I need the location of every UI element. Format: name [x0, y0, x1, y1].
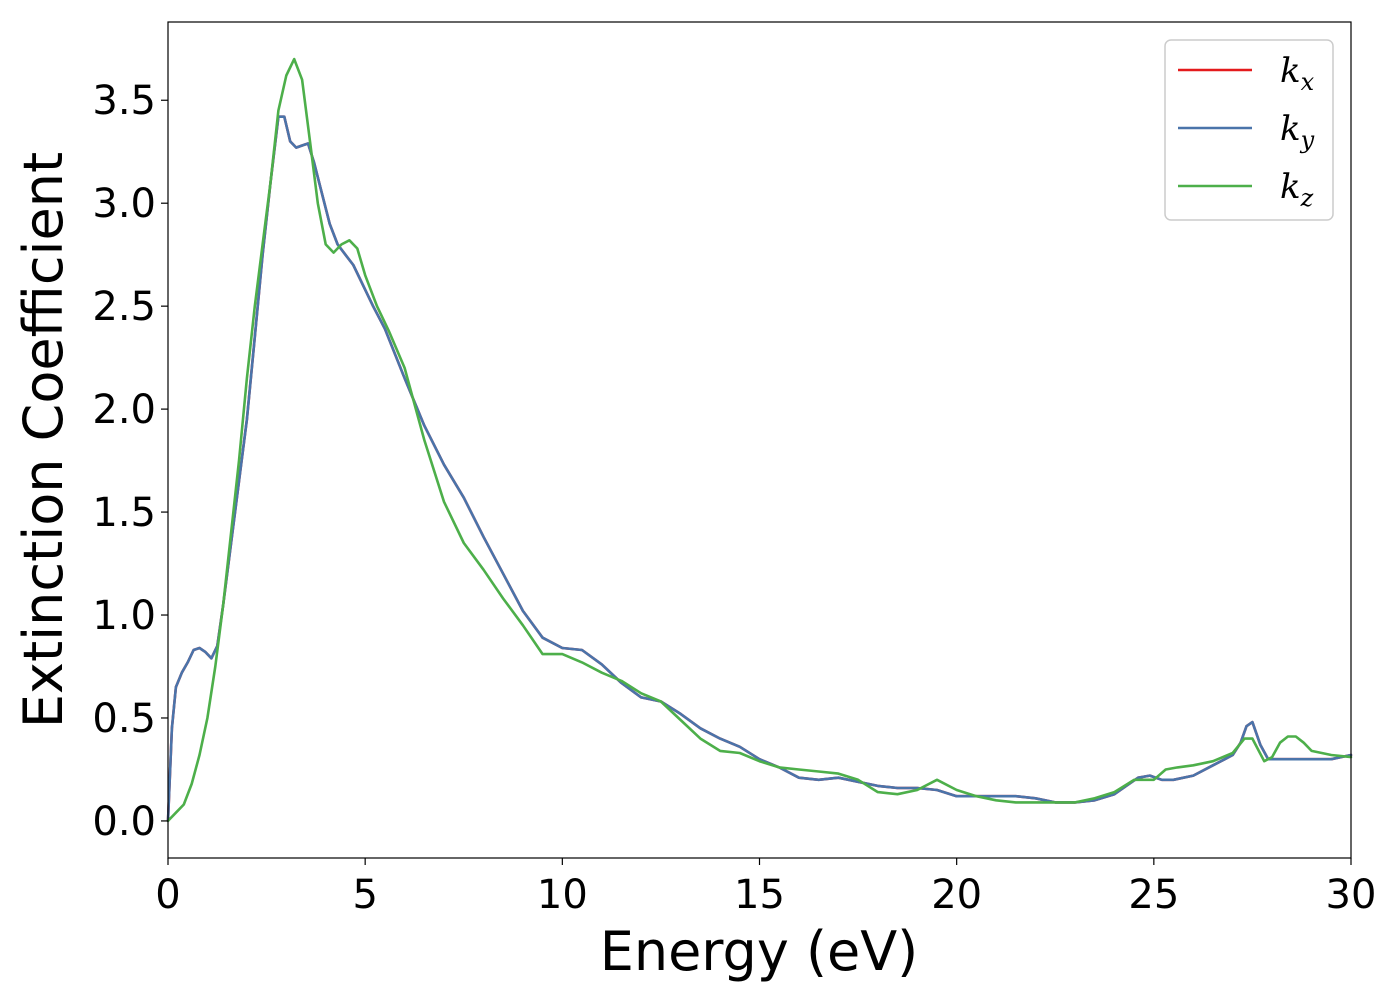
y-tick-label: 0.5: [92, 696, 156, 742]
x-tick-label: 20: [931, 872, 982, 918]
y-axis-ticks: 0.0 0.5 1.0 1.5 2.0 2.5 3.0 3.5: [92, 78, 168, 845]
y-tick-label: 1.0: [92, 593, 156, 639]
series-line-z: [166, 57, 1353, 823]
y-axis-title: Extinction Coefficient: [12, 152, 75, 728]
series-line-x: [166, 115, 1353, 823]
x-tick-label: 30: [1326, 872, 1377, 918]
x-axis-title: Energy (eV): [600, 920, 919, 983]
x-tick-label: 0: [155, 872, 180, 918]
legend: kx ky kz: [1164, 39, 1334, 221]
x-tick-label: 10: [537, 872, 588, 918]
plot-lines: [166, 57, 1353, 823]
x-axis-ticks: 0 5 10 15 20 25 30: [155, 858, 1376, 918]
legend-label-x: kx: [1280, 51, 1315, 96]
legend-label-z: kz: [1280, 167, 1314, 212]
y-tick-label: 0.0: [92, 799, 156, 845]
y-tick-label: 2.0: [92, 387, 156, 433]
y-tick-label: 3.5: [92, 78, 156, 124]
x-tick-label: 25: [1128, 872, 1179, 918]
y-tick-label: 3.0: [92, 181, 156, 227]
y-tick-label: 1.5: [92, 490, 156, 536]
x-tick-label: 5: [352, 872, 377, 918]
y-tick-label: 2.5: [92, 284, 156, 330]
legend-label-y: ky: [1280, 109, 1315, 154]
legend-box: [1164, 39, 1334, 221]
x-tick-label: 15: [734, 872, 785, 918]
series-line-y: [166, 115, 1353, 823]
